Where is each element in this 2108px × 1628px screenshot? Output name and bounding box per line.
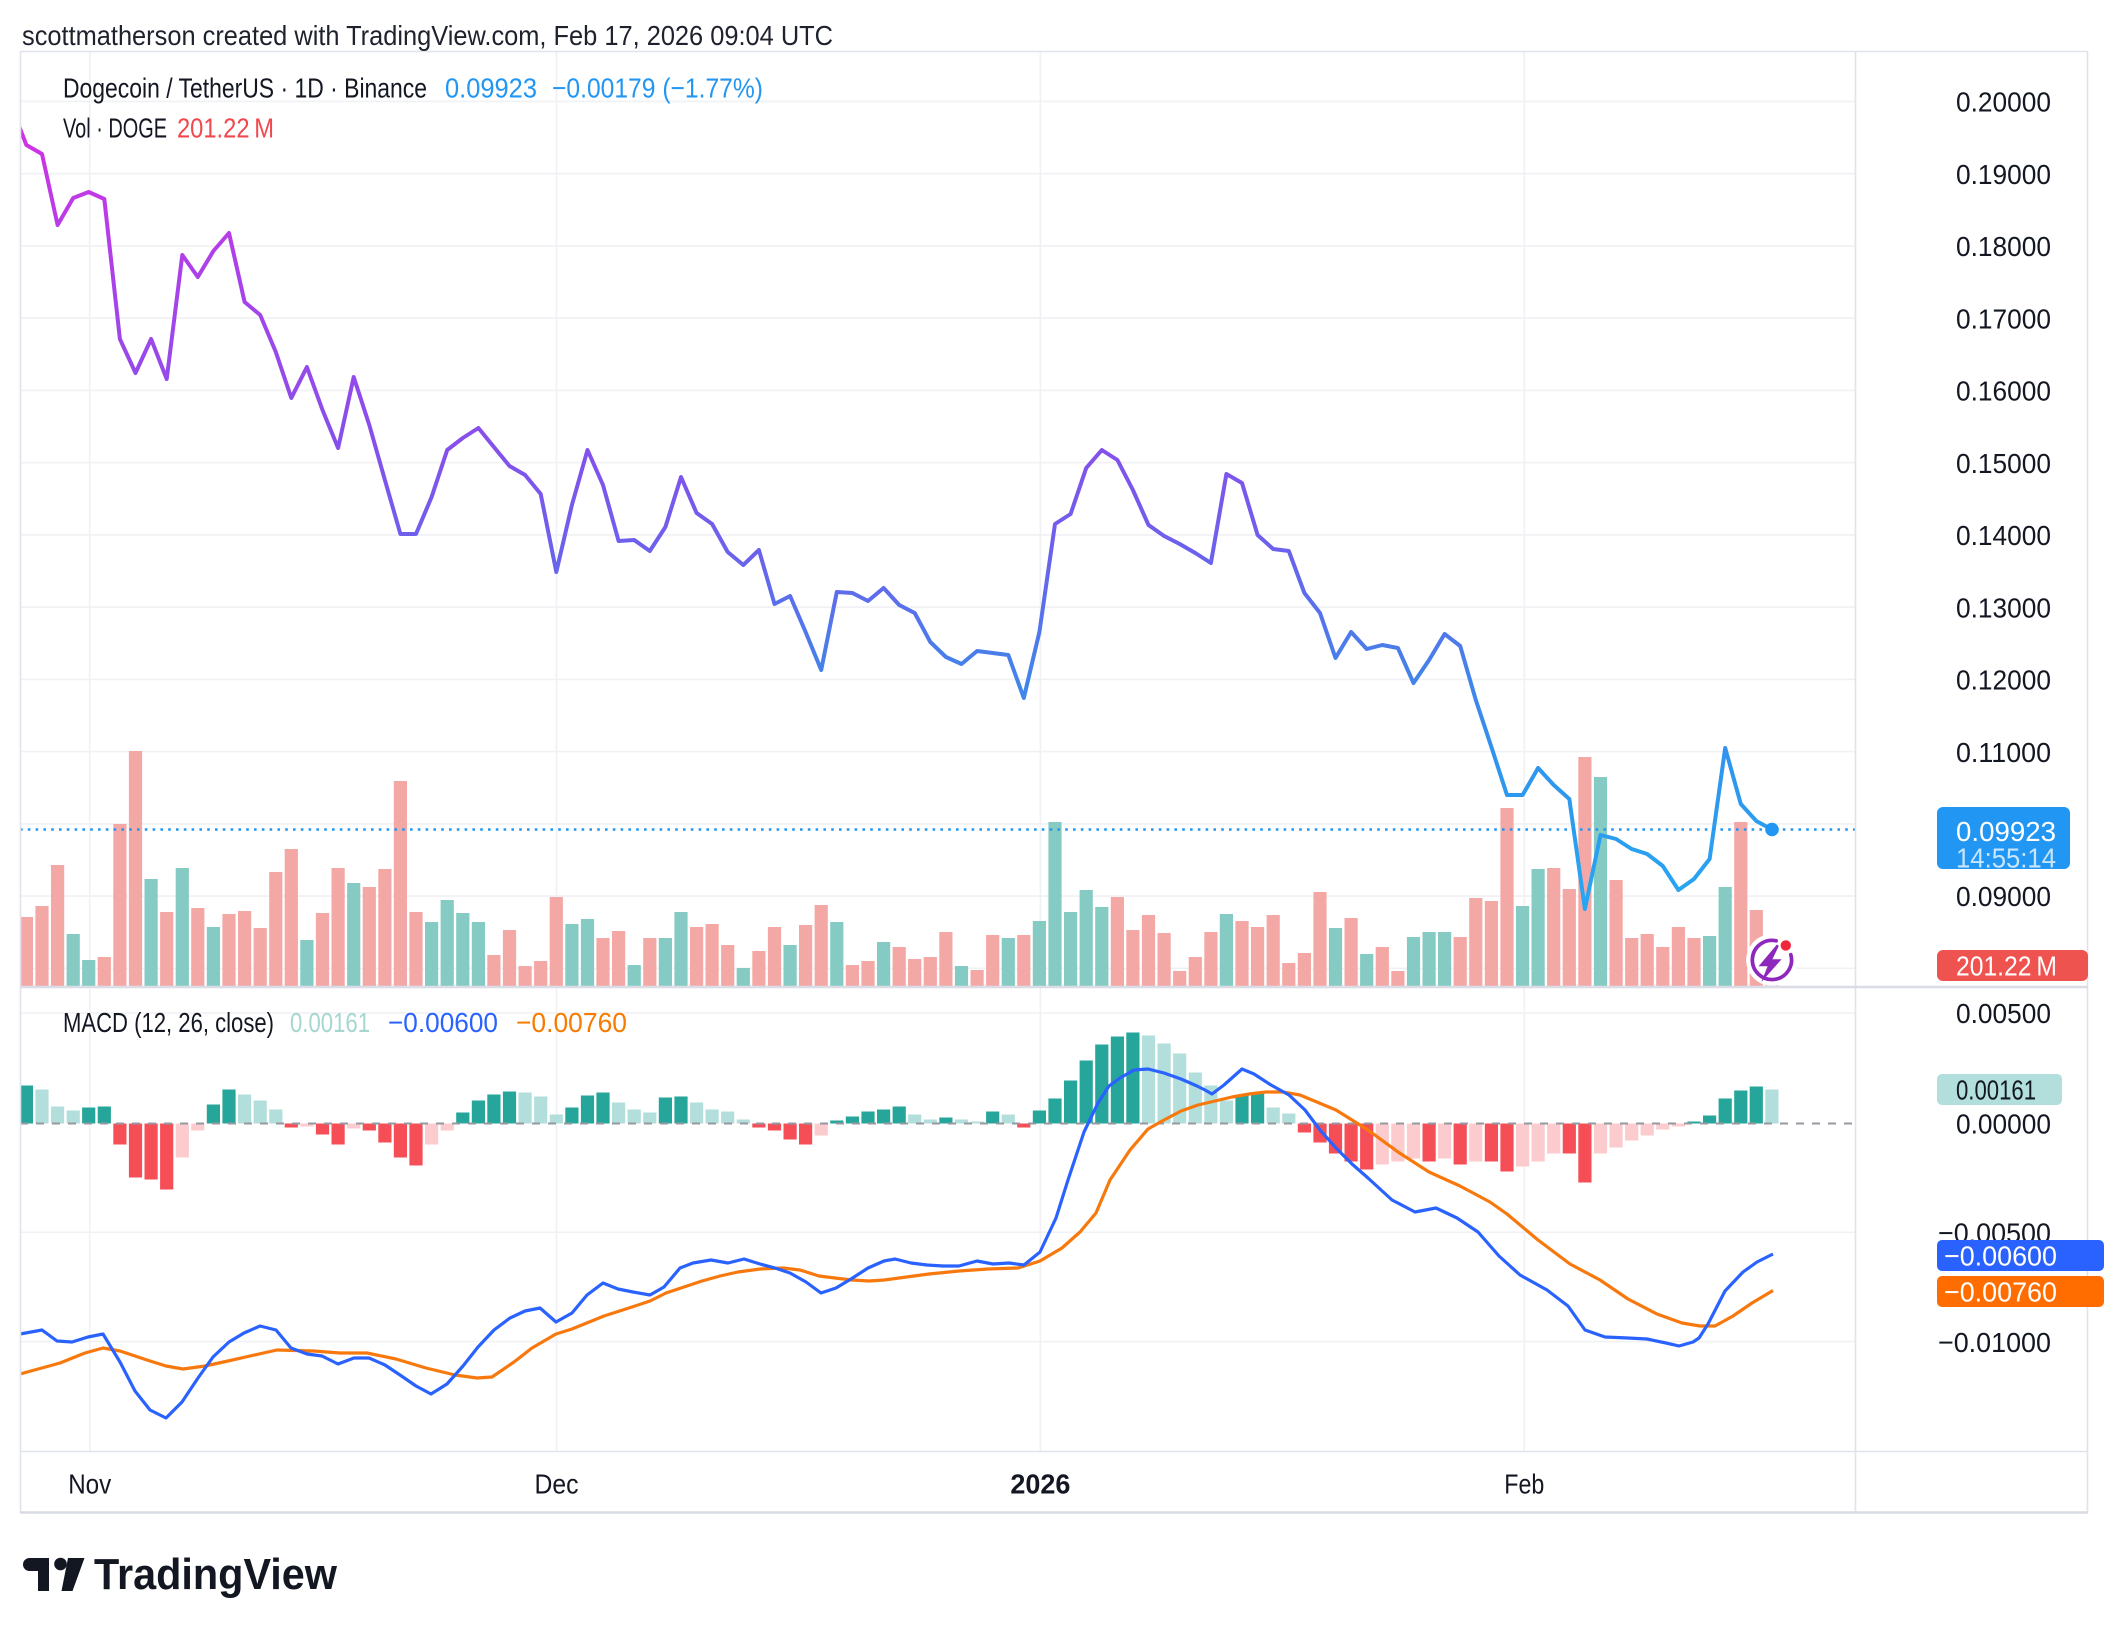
svg-text:0.12000: 0.12000 — [1956, 665, 2051, 696]
svg-text:0.11000: 0.11000 — [1956, 737, 2051, 768]
svg-text:0.16000: 0.16000 — [1956, 376, 2051, 407]
svg-text:0.00000: 0.00000 — [1956, 1109, 2051, 1140]
svg-text:0.09923: 0.09923 — [445, 73, 537, 104]
svg-text:MACD (12, 26, close): MACD (12, 26, close) — [63, 1007, 274, 1038]
svg-text:scottmatherson created with Tr: scottmatherson created with TradingView.… — [22, 20, 833, 51]
svg-text:Feb: Feb — [1504, 1469, 1544, 1500]
svg-text:201.22 M: 201.22 M — [1956, 951, 2057, 982]
svg-text:Dogecoin / TetherUS · 1D · Bin: Dogecoin / TetherUS · 1D · Binance — [63, 73, 427, 104]
svg-text:0.14000: 0.14000 — [1956, 520, 2051, 551]
svg-text:Dec: Dec — [535, 1469, 579, 1500]
svg-text:0.20000: 0.20000 — [1956, 87, 2051, 118]
svg-text:2026: 2026 — [1010, 1469, 1070, 1500]
svg-text:Nov: Nov — [68, 1469, 111, 1500]
svg-text:−0.00179 (−1.77%): −0.00179 (−1.77%) — [552, 73, 763, 104]
svg-text:0.09000: 0.09000 — [1956, 881, 2051, 912]
svg-text:−0.00600: −0.00600 — [388, 1007, 498, 1038]
svg-text:0.00161: 0.00161 — [1956, 1075, 2036, 1106]
svg-text:−0.01000: −0.01000 — [1938, 1327, 2051, 1358]
svg-text:0.00161: 0.00161 — [290, 1007, 370, 1038]
svg-text:Vol · DOGE: Vol · DOGE — [63, 113, 167, 144]
svg-text:0.13000: 0.13000 — [1956, 592, 2051, 623]
svg-text:201.22 M: 201.22 M — [177, 113, 274, 144]
svg-text:0.00500: 0.00500 — [1956, 998, 2051, 1029]
svg-text:−0.00760: −0.00760 — [516, 1007, 627, 1038]
svg-text:0.18000: 0.18000 — [1956, 231, 2051, 262]
svg-text:14:55:14: 14:55:14 — [1956, 843, 2056, 874]
svg-text:−0.00760: −0.00760 — [1944, 1277, 2057, 1308]
svg-text:0.19000: 0.19000 — [1956, 159, 2051, 190]
svg-text:0.17000: 0.17000 — [1956, 303, 2051, 334]
svg-text:0.09923: 0.09923 — [1956, 816, 2056, 847]
svg-text:0.15000: 0.15000 — [1956, 448, 2051, 479]
svg-text:TradingView: TradingView — [94, 1550, 338, 1599]
svg-text:−0.00600: −0.00600 — [1944, 1241, 2057, 1272]
